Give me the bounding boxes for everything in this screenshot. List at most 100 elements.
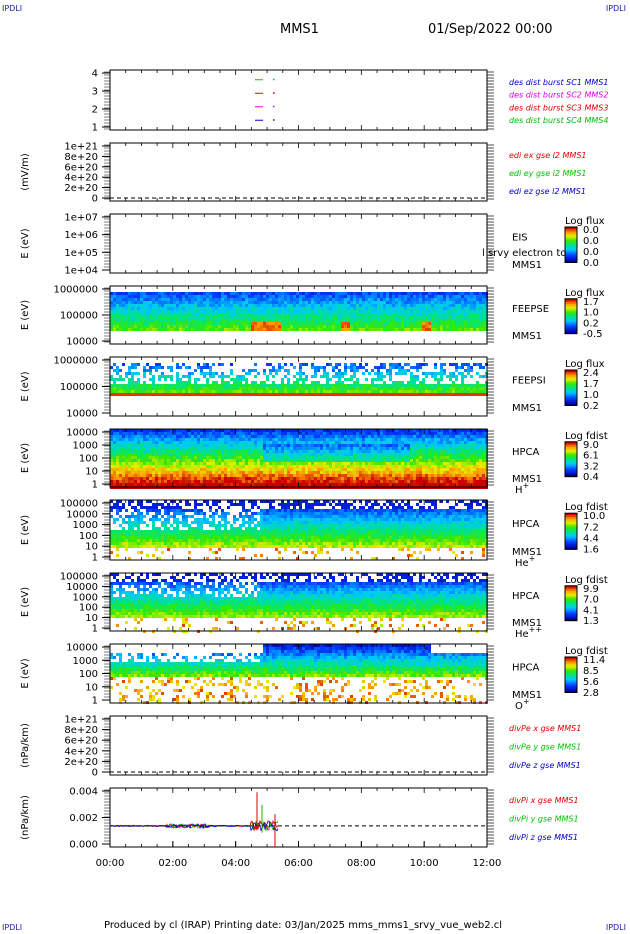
y-tick-label: 1000 xyxy=(73,592,98,603)
y-tick-label: 1e+07 xyxy=(64,213,98,224)
colorbar-tick-label: -0.5 xyxy=(583,329,603,340)
colorbar-segment xyxy=(565,237,577,240)
y-tick-label: 100000 xyxy=(60,382,98,393)
colorbar-segment xyxy=(565,230,577,233)
colorbar-segment xyxy=(565,545,577,548)
colorbar-segment xyxy=(565,317,577,321)
legend-entry: edi ey gse l2 MMS1 xyxy=(509,169,587,178)
colorbar-segment xyxy=(565,251,577,255)
x-tick-label: 00:00 xyxy=(96,858,125,869)
y-tick-label: 1e+06 xyxy=(64,230,98,241)
y-tick-label: 100 xyxy=(79,669,98,680)
colorbar-segment xyxy=(565,599,577,603)
colorbar-tick-label: 1.7 xyxy=(583,379,599,390)
colorbar-segment xyxy=(565,615,577,618)
colorbar-segment xyxy=(565,302,577,305)
colorbar-segment xyxy=(565,667,577,670)
colorbar-segment xyxy=(565,462,577,465)
colorbar-segment xyxy=(565,524,577,527)
colorbar-segment xyxy=(565,679,577,683)
y-tick-label: 100 xyxy=(79,603,98,614)
y-tick-label: 1e+04 xyxy=(64,266,98,277)
y-tick-label: 10 xyxy=(85,682,98,693)
y-axis-label-7: E (eV) xyxy=(20,587,31,617)
colorbar-segment xyxy=(565,400,577,403)
y-tick-label: 1000 xyxy=(73,520,98,531)
y-tick-label: 100000 xyxy=(60,572,98,583)
heatmap-feepsi xyxy=(110,363,488,396)
colorbar-segment xyxy=(565,674,577,678)
colorbar-tick-label: 0.0 xyxy=(583,236,599,247)
colorbar-segment xyxy=(565,688,577,692)
y-tick-label: 4 xyxy=(92,69,98,80)
colorbar-segment xyxy=(565,389,577,392)
colorbar-title-5: Log fdist xyxy=(565,431,608,442)
y-tick-label: 0.002 xyxy=(69,813,98,824)
colorbar-segment xyxy=(565,531,577,534)
colorbar-segment xyxy=(565,443,577,446)
y-tick-label: 10000 xyxy=(66,428,98,439)
colorbar-tick-label: 10.0 xyxy=(583,511,605,522)
y-tick-label: 1 xyxy=(92,123,98,134)
colorbar-segment xyxy=(565,594,577,597)
colorbar-segment xyxy=(565,234,577,237)
heatmap-hpca_h xyxy=(110,429,488,489)
y-axis-label-6: E (eV) xyxy=(20,515,31,545)
colorbar-segment xyxy=(565,662,577,665)
y-axis-label-1: (mV/m) xyxy=(20,153,31,191)
colorbar-title-2: Log flux xyxy=(565,216,605,227)
y-axis-label-8: E (eV) xyxy=(20,658,31,688)
species-label-7: MMS1 xyxy=(512,618,542,629)
colorbar-segment xyxy=(565,378,577,382)
colorbar-segment xyxy=(565,377,577,380)
y-tick-label: 8e+20 xyxy=(64,725,98,736)
colorbar-segment xyxy=(565,460,577,464)
colorbar-segment xyxy=(565,369,577,373)
colorbar-segment xyxy=(565,587,577,590)
colorbar-segment xyxy=(565,678,577,681)
colorbar-frame-6 xyxy=(564,512,578,550)
y-tick-label: 0 xyxy=(92,194,98,205)
instrument-label-4: FEEPSI xyxy=(512,376,546,387)
colorbar-segment xyxy=(565,260,577,263)
colorbar-segment xyxy=(565,387,577,391)
legend-entry: des dist burst SC2 MMS2 xyxy=(509,91,608,100)
y-axis-label-2: E (eV) xyxy=(20,228,31,258)
colorbar-segment xyxy=(565,664,577,667)
legend-entry: edi ez gse l2 MMS1 xyxy=(509,187,586,196)
colorbar-segment xyxy=(565,656,577,660)
y-tick-label: 6e+20 xyxy=(64,162,98,173)
colorbar-segment xyxy=(565,540,577,543)
colorbar-segment xyxy=(565,529,577,532)
species-label-3: MMS1 xyxy=(512,331,542,342)
y-tick-label: 1000 xyxy=(73,441,98,452)
colorbar-segment xyxy=(565,394,577,398)
burst-dot xyxy=(273,92,275,94)
y-tick-label: 1e+21 xyxy=(64,142,98,153)
footer-text: Produced by cl (IRAP) Printing date: 03/… xyxy=(104,920,503,931)
colorbar-tick-label: 5.6 xyxy=(583,677,599,688)
colorbar-segment xyxy=(565,525,577,529)
colorbar-tick-label: 1.6 xyxy=(583,545,599,556)
y-tick-label: 10000 xyxy=(66,643,98,654)
colorbar-tick-label: 9.9 xyxy=(583,584,599,595)
y-axis-label-9: (nPa/km) xyxy=(20,723,31,768)
colorbar-frame-4 xyxy=(564,369,578,406)
colorbar-segment xyxy=(565,392,577,396)
colorbar-segment xyxy=(565,547,577,550)
colorbar-frame-8 xyxy=(564,656,578,693)
panel-frame-0 xyxy=(109,69,488,131)
colorbar-segment xyxy=(565,455,577,459)
legend-entry: des dist burst SC3 MMS3 xyxy=(509,103,608,112)
heatmap-hpca_o xyxy=(110,644,488,704)
colorbar-segment xyxy=(565,687,577,690)
colorbar-segment xyxy=(565,396,577,399)
y-tick-label: 2e+20 xyxy=(64,757,98,768)
y-tick-label: 0.000 xyxy=(69,840,98,851)
colorbar-tick-label: 11.4 xyxy=(583,655,605,666)
colorbar-segment xyxy=(565,522,577,525)
y-tick-label: 100 xyxy=(79,531,98,542)
colorbar-segment xyxy=(565,450,577,453)
legend-entry: divPe x gse MMS1 xyxy=(509,724,581,733)
